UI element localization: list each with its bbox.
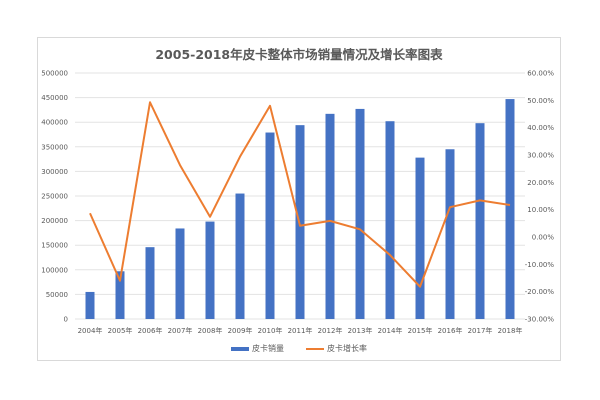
right-axis-tick: 50.00% <box>527 97 554 105</box>
x-axis-tick: 2008年 <box>198 326 223 335</box>
bar[interactable] <box>265 132 275 319</box>
x-axis-tick: 2004年 <box>78 326 103 335</box>
bar-swatch-icon <box>231 346 249 351</box>
x-axis-tick: 2013年 <box>348 326 373 335</box>
right-axis-tick: 60.00% <box>527 70 554 78</box>
bar[interactable] <box>415 157 425 319</box>
bar[interactable] <box>205 221 215 319</box>
bar[interactable] <box>175 228 185 319</box>
x-axis-tick: 2011年 <box>288 326 313 335</box>
bar[interactable] <box>445 149 455 319</box>
growth-line[interactable] <box>89 101 511 288</box>
right-axis-tick: -30.00% <box>525 316 555 324</box>
left-axis-tick: 150000 <box>41 242 68 250</box>
bar[interactable] <box>145 247 155 319</box>
legend-item-growth[interactable]: 皮卡增长率 <box>306 343 367 354</box>
x-axis-tick: 2005年 <box>108 326 133 335</box>
legend: 皮卡销量 皮卡增长率 <box>37 343 561 354</box>
left-axis-tick: 400000 <box>41 119 68 127</box>
left-axis-tick: 250000 <box>41 193 68 201</box>
x-axis-tick: 2015年 <box>408 326 433 335</box>
left-axis-tick: 50000 <box>46 291 68 299</box>
x-axis-tick: 2007年 <box>168 326 193 335</box>
bar[interactable] <box>325 113 335 319</box>
chart-title: 2005-2018年皮卡整体市场销量情况及增长率图表 <box>155 47 443 62</box>
left-axis-tick: 350000 <box>41 143 68 151</box>
right-axis-tick: 30.00% <box>527 152 554 160</box>
bar[interactable] <box>85 291 95 319</box>
x-axis-tick: 2014年 <box>378 326 403 335</box>
x-axis-tick: 2017年 <box>468 326 493 335</box>
legend-label-growth: 皮卡增长率 <box>327 344 367 353</box>
right-axis-tick: 10.00% <box>527 206 554 214</box>
left-axis-tick: 500000 <box>41 70 68 78</box>
line-swatch-icon <box>306 347 324 350</box>
bar[interactable] <box>475 123 485 320</box>
right-axis-tick: 20.00% <box>527 179 554 187</box>
right-axis-tick: -20.00% <box>525 288 555 296</box>
left-axis-tick: 0 <box>64 316 68 324</box>
x-axis-tick: 2006年 <box>138 326 163 335</box>
x-axis-tick: 2010年 <box>258 326 283 335</box>
x-axis-tick: 2016年 <box>438 326 463 335</box>
right-axis-tick: -10.00% <box>525 261 555 269</box>
bar[interactable] <box>235 193 245 319</box>
bar[interactable] <box>385 121 395 319</box>
bar[interactable] <box>505 99 515 320</box>
left-axis-tick: 300000 <box>41 168 68 176</box>
left-axis-tick: 100000 <box>41 266 68 274</box>
x-axis-tick: 2018年 <box>498 326 523 335</box>
legend-item-sales[interactable]: 皮卡销量 <box>231 343 284 354</box>
right-axis-tick: 0.00% <box>532 234 555 242</box>
x-axis-tick: 2009年 <box>228 326 253 335</box>
bar[interactable] <box>115 271 125 319</box>
left-axis-tick: 450000 <box>41 94 68 102</box>
right-axis-tick: 40.00% <box>527 124 554 132</box>
bar[interactable] <box>355 108 365 319</box>
x-axis-tick: 2012年 <box>318 326 343 335</box>
legend-label-sales: 皮卡销量 <box>252 344 284 353</box>
left-axis-tick: 200000 <box>41 217 68 225</box>
